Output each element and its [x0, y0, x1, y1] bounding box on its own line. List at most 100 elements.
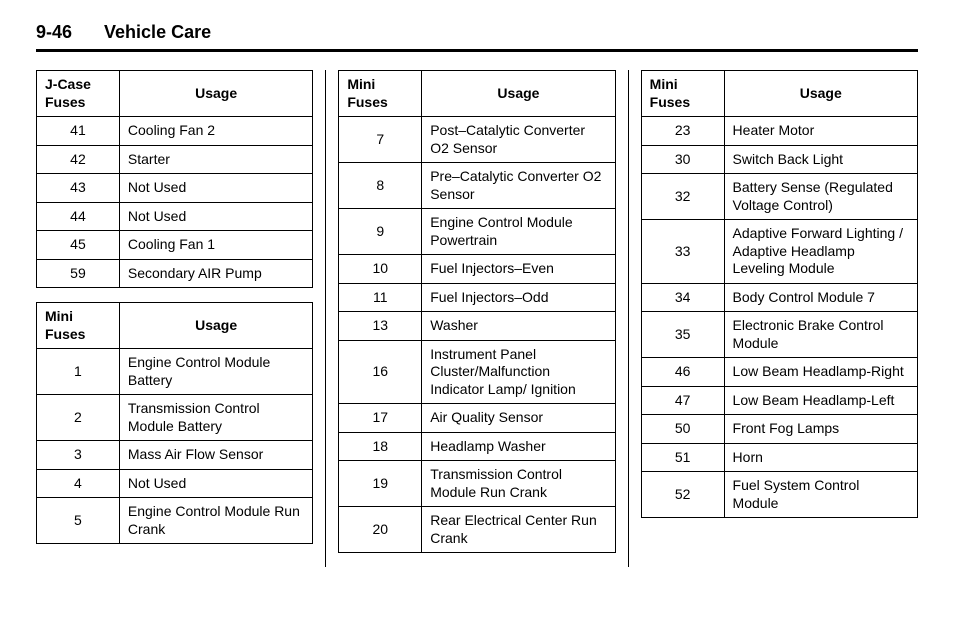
fuse-usage: Pre–Catalytic Converter O2 Sensor: [422, 163, 615, 209]
fuse-number: 11: [339, 283, 422, 312]
fuse-number: 47: [641, 386, 724, 415]
fuse-number: 9: [339, 209, 422, 255]
table-row: 50Front Fog Lamps: [641, 415, 917, 444]
table-row: 2Transmission Control Module Battery: [37, 395, 313, 441]
fuse-number: 42: [37, 145, 120, 174]
fuse-usage: Cooling Fan 2: [119, 117, 312, 146]
col-header-number: Mini Fuses: [37, 303, 120, 349]
fuse-number: 2: [37, 395, 120, 441]
fuse-usage: Engine Control Module Battery: [119, 349, 312, 395]
col-header-usage: Usage: [724, 71, 917, 117]
table-row: 33Adaptive Forward Lighting / Adaptive H…: [641, 220, 917, 284]
fuse-usage: Low Beam Headlamp-Left: [724, 386, 917, 415]
fuse-usage: Heater Motor: [724, 117, 917, 146]
table-row: 35Electronic Brake Control Module: [641, 312, 917, 358]
fuse-usage: Transmission Control Module Run Crank: [422, 461, 615, 507]
col-header-number: Mini Fuses: [641, 71, 724, 117]
table-row: 43Not Used: [37, 174, 313, 203]
table-row: 3Mass Air Flow Sensor: [37, 441, 313, 470]
fuse-number: 41: [37, 117, 120, 146]
fuse-usage: Mass Air Flow Sensor: [119, 441, 312, 470]
fuse-number: 4: [37, 469, 120, 498]
fuse-number: 18: [339, 432, 422, 461]
fuse-usage: Cooling Fan 1: [119, 231, 312, 260]
fuse-table-mini-b: Mini FusesUsage7Post–Catalytic Converter…: [338, 70, 615, 553]
table-row: 17Air Quality Sensor: [339, 404, 615, 433]
table-row: 8Pre–Catalytic Converter O2 Sensor: [339, 163, 615, 209]
column: Mini FusesUsage7Post–Catalytic Converter…: [325, 70, 627, 567]
fuse-number: 16: [339, 340, 422, 404]
table-header-row: J-Case FusesUsage: [37, 71, 313, 117]
table-row: 11Fuel Injectors–Odd: [339, 283, 615, 312]
fuse-number: 43: [37, 174, 120, 203]
fuse-number: 46: [641, 358, 724, 387]
fuse-usage: Body Control Module 7: [724, 283, 917, 312]
col-header-number: Mini Fuses: [339, 71, 422, 117]
col-header-usage: Usage: [119, 303, 312, 349]
fuse-number: 5: [37, 498, 120, 544]
fuse-number: 34: [641, 283, 724, 312]
fuse-number: 20: [339, 507, 422, 553]
fuse-number: 17: [339, 404, 422, 433]
table-row: 34Body Control Module 7: [641, 283, 917, 312]
col-header-usage: Usage: [119, 71, 312, 117]
fuse-usage: Washer: [422, 312, 615, 341]
fuse-usage: Air Quality Sensor: [422, 404, 615, 433]
table-row: 7Post–Catalytic Converter O2 Sensor: [339, 117, 615, 163]
table-row: 30Switch Back Light: [641, 145, 917, 174]
fuse-number: 59: [37, 259, 120, 288]
col-header-usage: Usage: [422, 71, 615, 117]
fuse-table-mini-c: Mini FusesUsage23Heater Motor30Switch Ba…: [641, 70, 918, 518]
fuse-usage: Low Beam Headlamp-Right: [724, 358, 917, 387]
table-row: 19Transmission Control Module Run Crank: [339, 461, 615, 507]
fuse-table-mini-a: Mini FusesUsage1Engine Control Module Ba…: [36, 302, 313, 544]
table-row: 9Engine Control Module Powertrain: [339, 209, 615, 255]
fuse-usage: Starter: [119, 145, 312, 174]
fuse-number: 50: [641, 415, 724, 444]
fuse-number: 19: [339, 461, 422, 507]
page-header: 9-46 Vehicle Care: [36, 22, 918, 52]
fuse-number: 52: [641, 472, 724, 518]
fuse-number: 45: [37, 231, 120, 260]
table-row: 13Washer: [339, 312, 615, 341]
table-row: 59Secondary AIR Pump: [37, 259, 313, 288]
fuse-usage: Electronic Brake Control Module: [724, 312, 917, 358]
table-header-row: Mini FusesUsage: [339, 71, 615, 117]
col-header-number: J-Case Fuses: [37, 71, 120, 117]
table-row: 45Cooling Fan 1: [37, 231, 313, 260]
table-row: 4Not Used: [37, 469, 313, 498]
fuse-usage: Adaptive Forward Lighting / Adaptive Hea…: [724, 220, 917, 284]
fuse-usage: Transmission Control Module Battery: [119, 395, 312, 441]
page: 9-46 Vehicle Care J-Case FusesUsage41Coo…: [0, 0, 954, 567]
fuse-usage: Battery Sense (Regulated Voltage Control…: [724, 174, 917, 220]
table-row: 47Low Beam Headlamp-Left: [641, 386, 917, 415]
fuse-number: 8: [339, 163, 422, 209]
fuse-usage: Secondary AIR Pump: [119, 259, 312, 288]
table-row: 16Instrument Panel Cluster/Malfunction I…: [339, 340, 615, 404]
fuse-usage: Instrument Panel Cluster/Malfunction Ind…: [422, 340, 615, 404]
table-row: 42Starter: [37, 145, 313, 174]
fuse-usage: Not Used: [119, 469, 312, 498]
table-row: 51Horn: [641, 443, 917, 472]
table-row: 46Low Beam Headlamp-Right: [641, 358, 917, 387]
fuse-number: 33: [641, 220, 724, 284]
fuse-usage: Post–Catalytic Converter O2 Sensor: [422, 117, 615, 163]
column: J-Case FusesUsage41Cooling Fan 242Starte…: [36, 70, 325, 567]
fuse-usage: Front Fog Lamps: [724, 415, 917, 444]
column: Mini FusesUsage23Heater Motor30Switch Ba…: [628, 70, 918, 567]
fuse-number: 3: [37, 441, 120, 470]
table-header-row: Mini FusesUsage: [37, 303, 313, 349]
table-row: 44Not Used: [37, 202, 313, 231]
fuse-usage: Engine Control Module Run Crank: [119, 498, 312, 544]
table-row: 23Heater Motor: [641, 117, 917, 146]
fuse-number: 30: [641, 145, 724, 174]
fuse-number: 44: [37, 202, 120, 231]
fuse-number: 1: [37, 349, 120, 395]
fuse-table-jcase: J-Case FusesUsage41Cooling Fan 242Starte…: [36, 70, 313, 288]
fuse-usage: Fuel Injectors–Even: [422, 255, 615, 284]
table-row: 52Fuel System Control Module: [641, 472, 917, 518]
table-row: 18Headlamp Washer: [339, 432, 615, 461]
fuse-usage: Fuel System Control Module: [724, 472, 917, 518]
columns-container: J-Case FusesUsage41Cooling Fan 242Starte…: [36, 70, 918, 567]
fuse-usage: Horn: [724, 443, 917, 472]
